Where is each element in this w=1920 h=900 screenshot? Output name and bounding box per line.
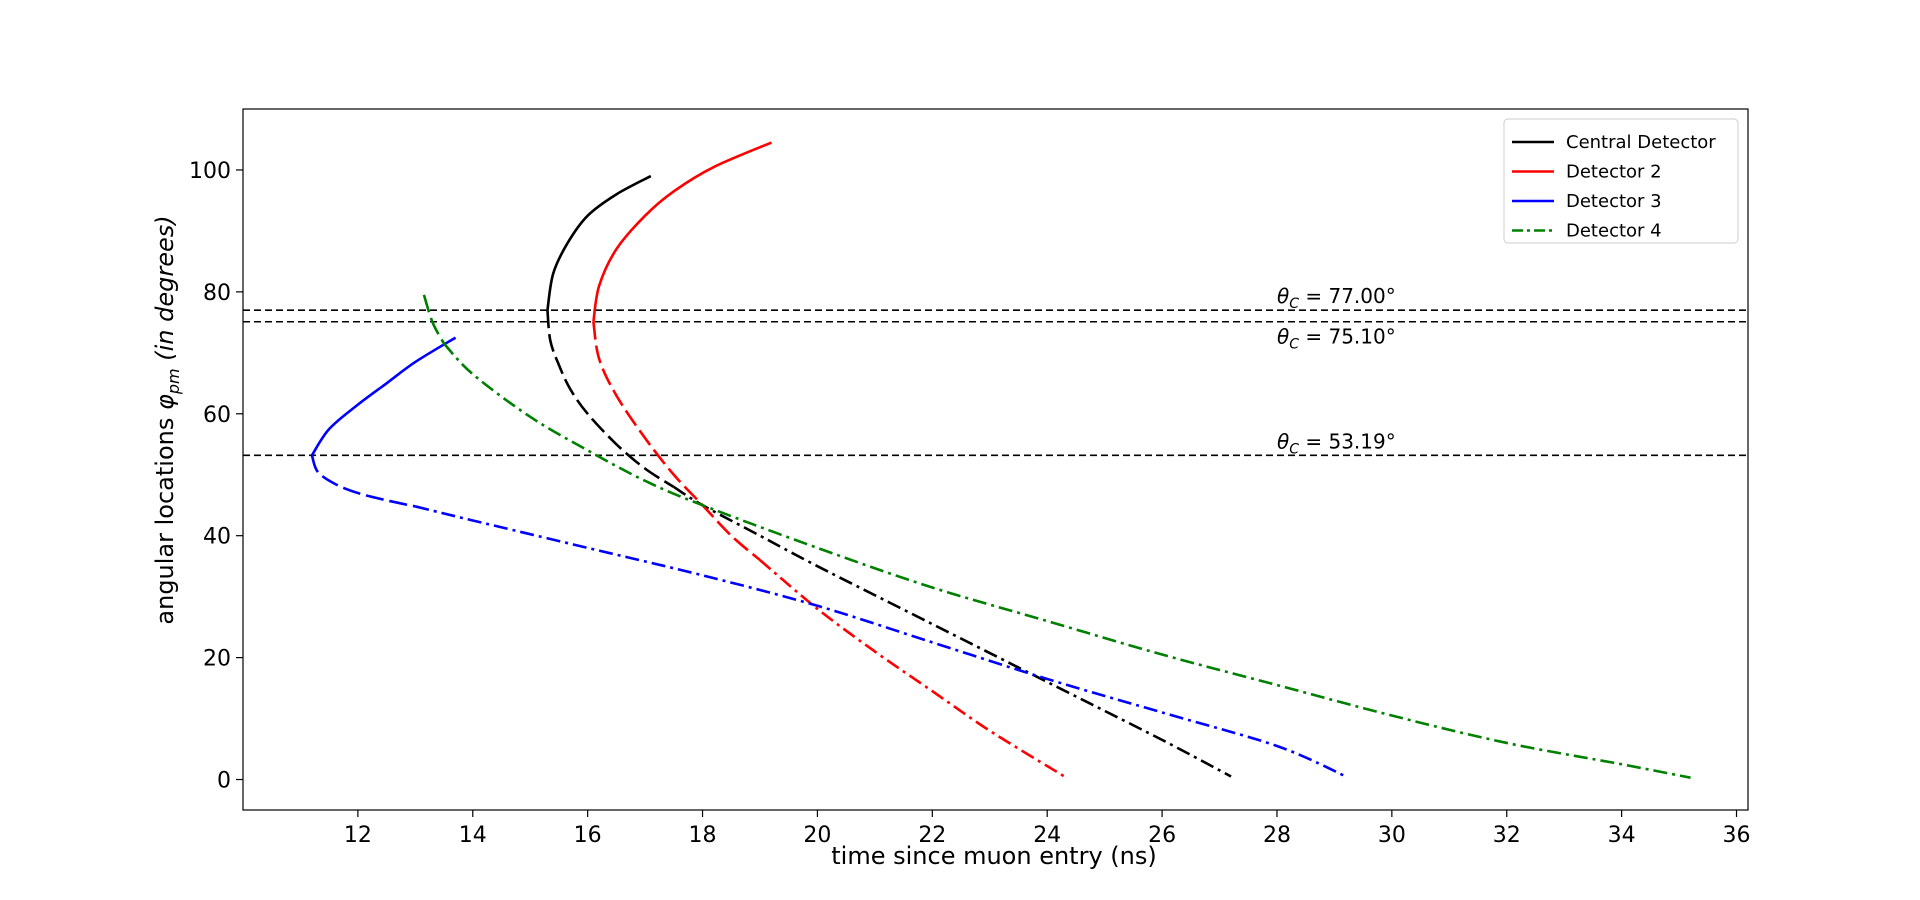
y-tick-label: 80 — [203, 281, 231, 306]
reference-label-sub: C — [1289, 441, 1299, 457]
plot-frame — [242, 108, 1749, 811]
series-lower-branch — [673, 485, 1232, 778]
x-tick-label: 24 — [1033, 823, 1061, 848]
y-tick-label: 60 — [203, 403, 231, 428]
y-axis-label-sub: pm — [164, 368, 183, 395]
x-tick-label: 16 — [574, 823, 602, 848]
reference-line-label: θC = 75.10° — [1277, 325, 1396, 353]
series-upper-branch — [546, 174, 652, 311]
series-lower-branch — [310, 454, 416, 508]
reference-label-value: = 53.19° — [1299, 429, 1396, 453]
legend-label: Detector 3 — [1566, 191, 1662, 212]
legend: Central Detector Detector 2 Detector 3 Dete… — [1503, 118, 1739, 244]
reference-line-label: θC = 77.00° — [1277, 284, 1396, 312]
y-tick-label: 100 — [189, 159, 231, 184]
series-lower-branch — [422, 294, 446, 345]
legend-label: Central Detector — [1566, 132, 1716, 153]
reference-line-label: θC = 53.19° — [1277, 429, 1396, 457]
series-lower-branch — [546, 310, 675, 489]
series-0 — [546, 174, 1232, 778]
x-tick-label: 12 — [344, 823, 372, 848]
y-axis-label: angular locations φpm (in degrees) — [151, 215, 183, 624]
series-lower-branch — [592, 321, 761, 562]
series-upper-branch — [310, 336, 457, 457]
y-tick-label: 20 — [203, 647, 231, 672]
y-tick-label: 0 — [217, 769, 231, 794]
series-lower-branch — [415, 505, 1347, 778]
series-lower-branch — [443, 342, 1691, 779]
y-tick-label: 40 — [203, 525, 231, 550]
series-lower-branch — [759, 559, 1066, 778]
x-tick-label: 28 — [1263, 823, 1291, 848]
reference-label-theta: θ — [1277, 284, 1289, 308]
x-tick-label: 14 — [459, 823, 487, 848]
legend-label: Detector 2 — [1566, 162, 1662, 183]
x-tick-label: 34 — [1608, 823, 1636, 848]
x-tick-label: 36 — [1723, 823, 1751, 848]
series-1 — [592, 141, 1066, 778]
reference-label-theta: θ — [1277, 429, 1289, 453]
reference-label-sub: C — [1289, 337, 1299, 353]
series-2 — [310, 336, 1347, 778]
reference-label-theta: θ — [1277, 325, 1289, 349]
legend-frame — [1503, 118, 1739, 244]
series-3 — [422, 294, 1691, 779]
reference-label-value: = 77.00° — [1299, 284, 1396, 308]
x-tick-label: 26 — [1148, 823, 1176, 848]
x-axis-label: time since muon entry (ns) — [831, 842, 1156, 870]
legend-label: Detector 4 — [1566, 221, 1662, 242]
x-tick-label: 20 — [803, 823, 831, 848]
x-tick-label: 30 — [1378, 823, 1406, 848]
x-tick-label: 18 — [689, 823, 717, 848]
y-axis-label-symbol: φ — [151, 394, 179, 410]
y-axis-label-prefix: angular locations — [151, 410, 179, 625]
x-tick-label: 32 — [1493, 823, 1521, 848]
y-axis-label-suffix: (in degrees) — [151, 215, 179, 368]
reference-label-value: = 75.10° — [1299, 325, 1396, 349]
plot-area: 12 14 16 18 20 22 24 26 28 30 32 34 36020406080100θC… — [189, 108, 1751, 848]
series-upper-branch — [592, 141, 772, 322]
x-tick-label: 22 — [918, 823, 946, 848]
svg-text:angular locations φpm (in degr: angular locations φpm (in degrees) — [151, 215, 183, 624]
reference-label-sub: C — [1289, 296, 1299, 312]
